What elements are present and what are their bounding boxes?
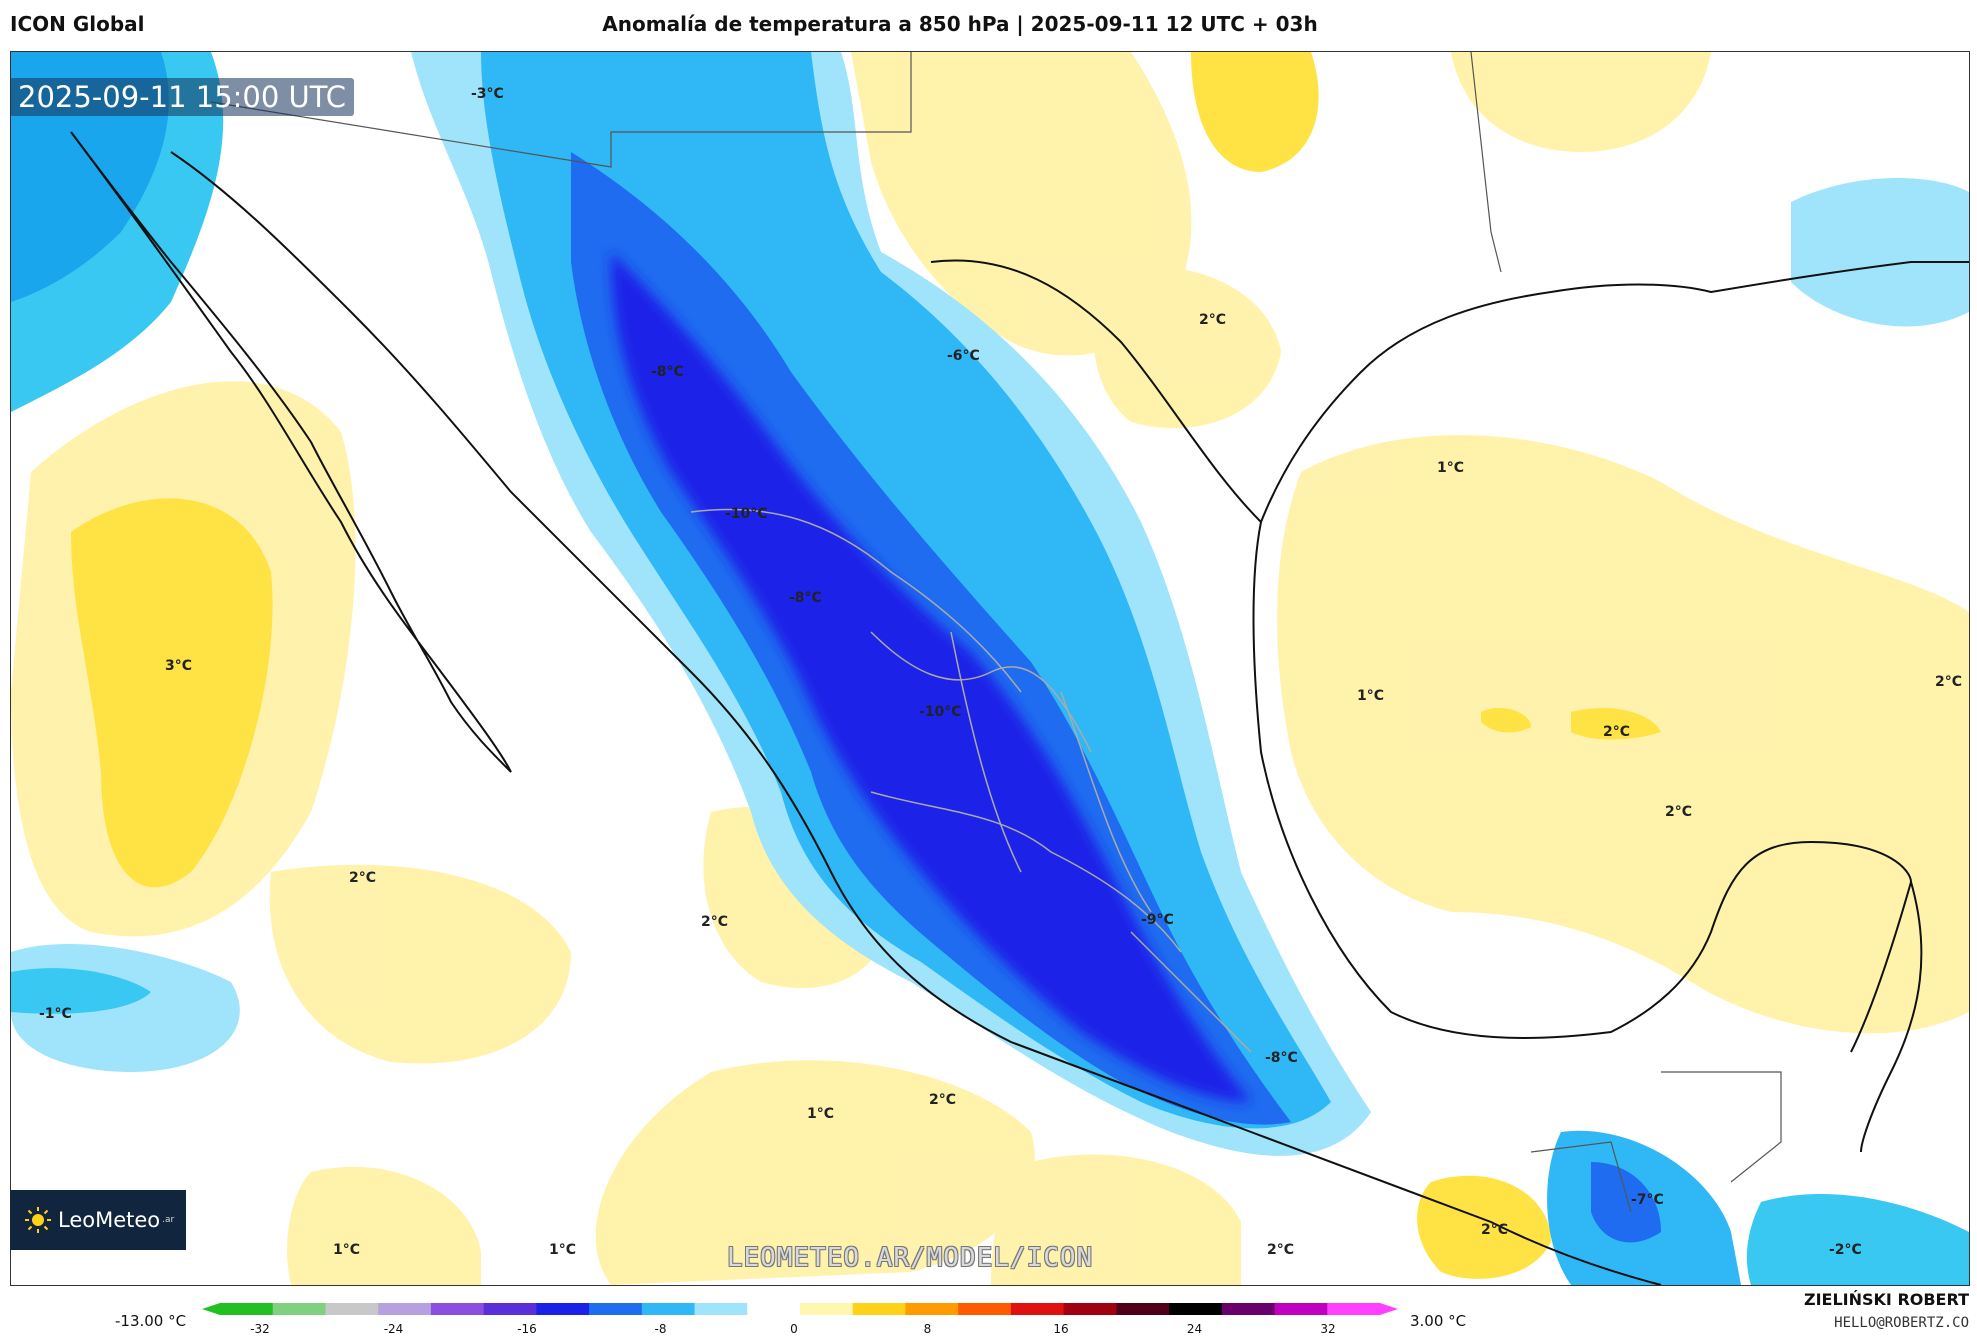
contour-label: -8°C: [789, 590, 822, 606]
colorbar-segment: [220, 1303, 274, 1315]
colorbar-segment: [536, 1303, 590, 1315]
colorbar-tick-label: 0: [790, 1322, 798, 1336]
author-name: ZIELIŃSKI ROBERT: [1803, 1290, 1969, 1309]
watermark-url: LEOMETEO.AR/MODEL/ICON: [726, 1243, 1094, 1273]
colorbar-tick-label: -8: [654, 1322, 667, 1336]
contour-label: 2°C: [1199, 312, 1226, 328]
contour-label: -6°C: [947, 348, 980, 364]
model-name: ICON Global: [10, 12, 145, 36]
contour-label: -3°C: [471, 86, 504, 102]
contour-label: 1°C: [1357, 688, 1384, 704]
chart-title: Anomalía de temperatura a 850 hPa | 2025…: [602, 12, 1318, 36]
colorbar-segment: [1327, 1303, 1381, 1315]
contour-label: 2°C: [701, 914, 728, 930]
anomaly-map: -3°C 2°C -6°C -8°C 1°C -10°C -8°C 3°C -1…: [11, 52, 1969, 1285]
contour-label: -8°C: [1265, 1050, 1298, 1066]
contour-label: 2°C: [1481, 1222, 1508, 1238]
contour-label: 2°C: [1267, 1242, 1294, 1258]
colorbar-segment: [1169, 1303, 1223, 1315]
contour-label: 2°C: [349, 870, 376, 886]
colorbar-segment: [589, 1303, 643, 1315]
colorbar-segment: [958, 1303, 1012, 1315]
colorbar-arrow-right: [1380, 1303, 1398, 1315]
colorbar-segment: [1116, 1303, 1170, 1315]
contour-label: -10°C: [919, 704, 962, 720]
colorbar-segment: [747, 1303, 801, 1315]
coastlines: [70, 131, 1969, 1285]
sun-icon: [25, 1207, 51, 1233]
colorbar-segment: [1274, 1303, 1328, 1315]
colorbar-tick-label: -32: [250, 1322, 270, 1336]
contour-label: -10°C: [725, 506, 768, 522]
colorbar-segment: [852, 1303, 906, 1315]
colorbar-segment: [800, 1303, 854, 1315]
colorbar-max-label: 3.00 °C: [1410, 1312, 1467, 1330]
colorbar-segment: [1063, 1303, 1117, 1315]
contour-label: 3°C: [165, 658, 192, 674]
political-borders: [210, 52, 1782, 1213]
contour-label: -9°C: [1141, 912, 1174, 928]
author-email[interactable]: HELLO@ROBERTZ.CO: [1834, 1315, 1969, 1331]
colorbar-tick-label: 8: [923, 1322, 932, 1336]
valid-time-badge: 2025-09-11 15:00 UTC: [10, 78, 355, 116]
colorbar-segment: [378, 1303, 432, 1315]
colorbar-segment: [430, 1303, 485, 1315]
colorbar-tick-label: 24: [1186, 1322, 1203, 1336]
logo-suffix: .ar: [162, 1215, 175, 1225]
contour-label: -8°C: [651, 364, 684, 380]
state-borders: [690, 508, 1252, 1053]
logo-text: LeoMeteo: [58, 1208, 161, 1232]
map-panel[interactable]: -3°C 2°C -6°C -8°C 1°C -10°C -8°C 3°C -1…: [10, 51, 1970, 1286]
colorbar-tick-label: -24: [383, 1322, 404, 1336]
colorbar-segment: [1221, 1303, 1276, 1315]
contour-label: -7°C: [1631, 1192, 1664, 1208]
contour-label: -2°C: [1829, 1242, 1862, 1258]
colorbar-segment: [483, 1303, 537, 1315]
colorbar-segment: [905, 1303, 959, 1315]
colorbar-segment: [272, 1303, 326, 1315]
colorbar-tick-label: -16: [517, 1322, 537, 1336]
warm-anomaly-fields: [11, 52, 1969, 1285]
contour-label: 1°C: [807, 1106, 834, 1122]
colorbar: [202, 1303, 1398, 1315]
colorbar-segment: [694, 1303, 748, 1315]
colorbar-tick-label: 16: [1053, 1322, 1069, 1336]
colorbar-segment: [1010, 1303, 1065, 1315]
leometeo-logo[interactable]: LeoMeteo .ar: [10, 1190, 186, 1250]
colorbar-min-label: -13.00 °C: [115, 1312, 187, 1330]
colorbar-segment: [325, 1303, 379, 1315]
cool-anomaly-fields: [11, 52, 1969, 1285]
contour-label: 1°C: [1437, 460, 1464, 476]
contour-label: 2°C: [929, 1092, 956, 1108]
colorbar-arrow-left: [202, 1303, 220, 1315]
contour-label: 1°C: [549, 1242, 576, 1258]
colorbar-tick-label: 32: [1320, 1322, 1336, 1336]
contour-label: -1°C: [39, 1006, 72, 1022]
contour-label: 2°C: [1603, 724, 1630, 740]
contour-label: 2°C: [1665, 804, 1692, 820]
colorbar-segment: [641, 1303, 696, 1315]
contour-label: 1°C: [333, 1242, 360, 1258]
contour-label: 2°C: [1935, 674, 1962, 690]
